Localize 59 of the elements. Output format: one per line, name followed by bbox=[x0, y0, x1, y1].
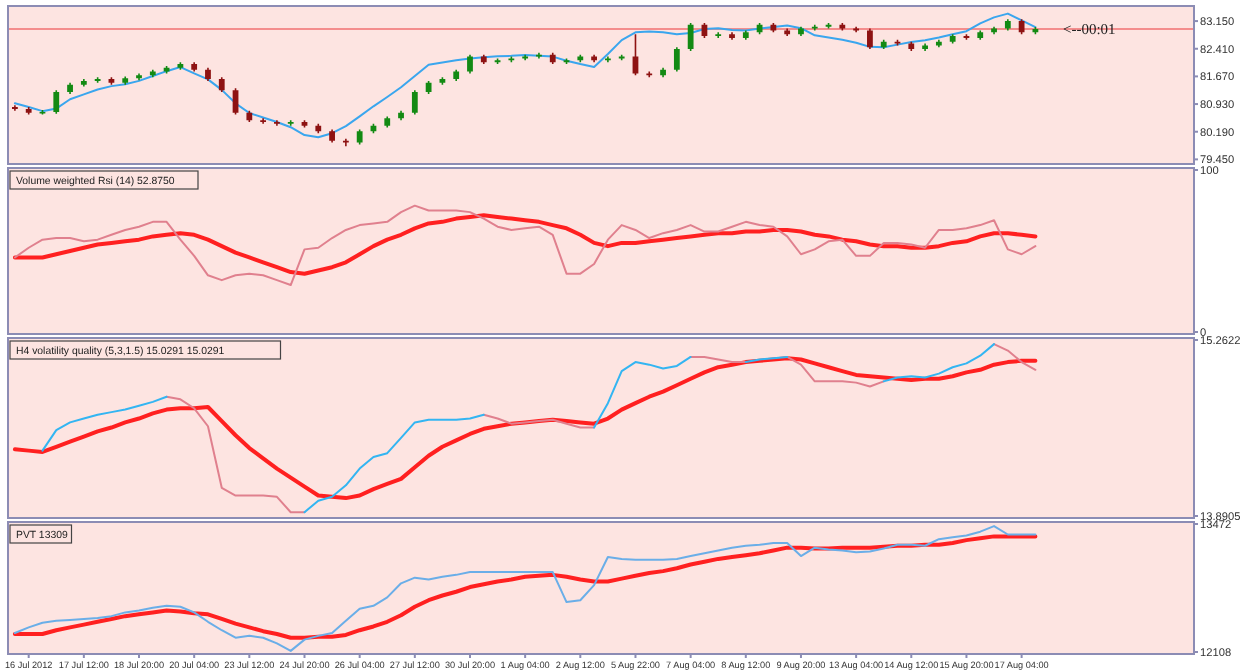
candlestick bbox=[908, 41, 915, 51]
candlestick bbox=[329, 129, 335, 143]
candlestick bbox=[453, 69, 460, 81]
candlestick bbox=[839, 22, 846, 31]
candlestick bbox=[342, 138, 349, 147]
line-series bbox=[12, 534, 1038, 640]
candlestick bbox=[977, 30, 984, 40]
candlestick bbox=[867, 28, 873, 50]
candlestick bbox=[687, 22, 694, 51]
candlestick bbox=[177, 62, 184, 70]
candlestick bbox=[246, 110, 253, 122]
candlestick bbox=[949, 34, 956, 44]
candlestick bbox=[384, 116, 391, 128]
candlestick bbox=[467, 54, 473, 74]
candlestick bbox=[1018, 19, 1025, 35]
candlestick bbox=[480, 54, 487, 65]
line-series bbox=[13, 204, 1037, 287]
candlestick bbox=[715, 32, 722, 38]
candlestick bbox=[880, 39, 887, 50]
candlestick bbox=[536, 52, 542, 59]
candlestick bbox=[935, 39, 942, 48]
line-series bbox=[13, 525, 1037, 652]
candlestick bbox=[991, 26, 997, 35]
candlestick bbox=[260, 118, 267, 124]
candlestick bbox=[218, 77, 225, 93]
candlestick bbox=[149, 69, 156, 78]
candlestick bbox=[660, 67, 666, 78]
line-series bbox=[12, 356, 1038, 501]
candlestick bbox=[80, 79, 87, 87]
candlestick bbox=[1004, 19, 1011, 31]
line-series bbox=[12, 213, 1038, 276]
line-series bbox=[13, 12, 1037, 139]
candlestick bbox=[673, 47, 680, 72]
candlestick bbox=[591, 54, 597, 63]
candlestick bbox=[53, 90, 60, 114]
candlestick bbox=[729, 32, 735, 40]
candlestick bbox=[646, 71, 653, 78]
candlestick bbox=[205, 67, 211, 81]
candlestick bbox=[425, 80, 432, 94]
candlestick bbox=[784, 28, 791, 37]
candlestick bbox=[287, 120, 294, 126]
candlestick bbox=[922, 43, 928, 51]
candlestick bbox=[94, 77, 101, 83]
candlestick bbox=[274, 120, 280, 126]
candlestick bbox=[356, 129, 363, 145]
candlestick bbox=[811, 24, 818, 31]
candlestick bbox=[12, 105, 18, 111]
candlestick bbox=[122, 76, 129, 85]
candlestick bbox=[67, 82, 73, 94]
candlestick bbox=[798, 26, 804, 37]
candlestick bbox=[398, 110, 404, 121]
candlestick bbox=[411, 90, 418, 115]
candlestick bbox=[549, 52, 556, 65]
candlestick bbox=[25, 107, 32, 115]
candlestick bbox=[136, 73, 142, 81]
candlestick bbox=[191, 62, 198, 72]
candlestick bbox=[315, 123, 322, 134]
candlestick bbox=[605, 56, 611, 63]
candlestick bbox=[742, 30, 749, 40]
